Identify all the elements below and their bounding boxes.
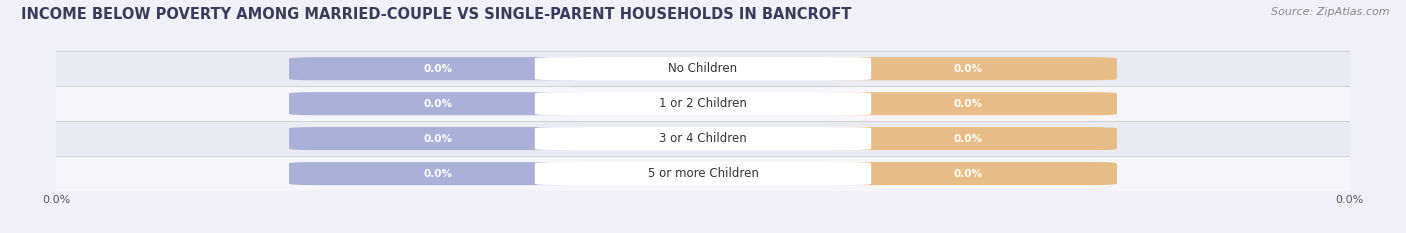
Text: 3 or 4 Children: 3 or 4 Children bbox=[659, 132, 747, 145]
FancyBboxPatch shape bbox=[56, 156, 1350, 191]
FancyBboxPatch shape bbox=[290, 127, 586, 150]
FancyBboxPatch shape bbox=[56, 51, 1350, 86]
FancyBboxPatch shape bbox=[820, 92, 1116, 115]
FancyBboxPatch shape bbox=[56, 86, 1350, 121]
FancyBboxPatch shape bbox=[290, 57, 586, 80]
FancyBboxPatch shape bbox=[534, 162, 872, 185]
Text: 0.0%: 0.0% bbox=[953, 99, 983, 109]
FancyBboxPatch shape bbox=[820, 127, 1116, 150]
FancyBboxPatch shape bbox=[820, 162, 1116, 185]
Text: 0.0%: 0.0% bbox=[953, 134, 983, 144]
FancyBboxPatch shape bbox=[534, 127, 872, 150]
Text: 0.0%: 0.0% bbox=[423, 64, 453, 74]
FancyBboxPatch shape bbox=[534, 92, 872, 115]
Text: 0.0%: 0.0% bbox=[423, 99, 453, 109]
Text: 5 or more Children: 5 or more Children bbox=[648, 167, 758, 180]
Text: 0.0%: 0.0% bbox=[423, 169, 453, 178]
FancyBboxPatch shape bbox=[290, 92, 586, 115]
Text: 0.0%: 0.0% bbox=[953, 64, 983, 74]
Text: INCOME BELOW POVERTY AMONG MARRIED-COUPLE VS SINGLE-PARENT HOUSEHOLDS IN BANCROF: INCOME BELOW POVERTY AMONG MARRIED-COUPL… bbox=[21, 7, 852, 22]
FancyBboxPatch shape bbox=[290, 162, 586, 185]
Text: 0.0%: 0.0% bbox=[953, 169, 983, 178]
FancyBboxPatch shape bbox=[820, 57, 1116, 80]
Text: 0.0%: 0.0% bbox=[423, 134, 453, 144]
FancyBboxPatch shape bbox=[534, 57, 872, 80]
Text: 1 or 2 Children: 1 or 2 Children bbox=[659, 97, 747, 110]
Text: No Children: No Children bbox=[668, 62, 738, 75]
Text: Source: ZipAtlas.com: Source: ZipAtlas.com bbox=[1271, 7, 1389, 17]
FancyBboxPatch shape bbox=[56, 121, 1350, 156]
